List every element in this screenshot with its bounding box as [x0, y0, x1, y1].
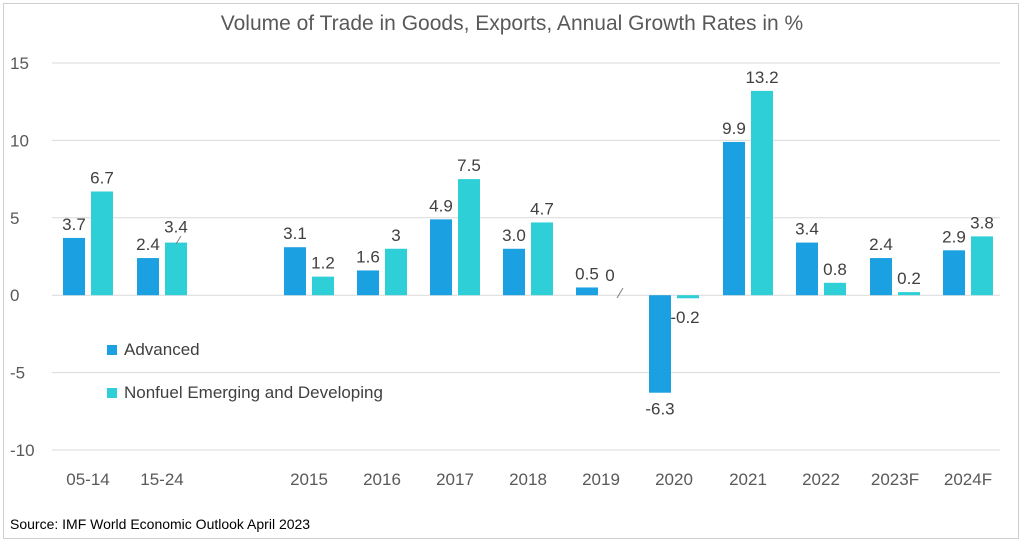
bar-emerging — [677, 295, 699, 299]
data-label: 0.2 — [897, 269, 921, 288]
x-tick-label: 2023F — [871, 470, 919, 489]
bar-advanced — [63, 237, 85, 296]
data-label: 4.7 — [530, 199, 554, 218]
data-label: 9.9 — [722, 119, 746, 138]
x-tick-label: 2015 — [290, 470, 328, 489]
data-label: 4.9 — [429, 196, 453, 215]
chart-title: Volume of Trade in Goods, Exports, Annua… — [220, 12, 804, 35]
data-label: 2.4 — [869, 235, 893, 254]
bar-advanced — [649, 295, 671, 393]
bar-advanced — [576, 287, 598, 296]
y-tick-label: -10 — [10, 441, 35, 460]
x-tick-label: 15-24 — [140, 470, 183, 489]
data-label: 0.5 — [575, 264, 599, 283]
data-label: 2.4 — [136, 235, 160, 254]
leader-line — [175, 235, 182, 245]
bar-advanced — [137, 258, 159, 296]
legend-swatch-emerging — [107, 388, 117, 398]
bar-emerging — [531, 222, 553, 296]
bar-emerging — [971, 236, 993, 296]
bar-advanced — [357, 270, 379, 296]
bar-emerging — [824, 282, 846, 296]
bar-advanced — [430, 219, 452, 296]
data-label: 3.1 — [283, 224, 307, 243]
legend-label-emerging: Nonfuel Emerging and Developing — [124, 383, 383, 402]
data-label: -6.3 — [645, 400, 674, 419]
data-label: 3.4 — [795, 220, 819, 239]
leader-line — [616, 287, 624, 299]
data-label: 13.2 — [745, 68, 778, 87]
x-tick-label: 2024F — [944, 470, 992, 489]
data-label: 3.4 — [164, 218, 188, 237]
x-tick-label: 2022 — [802, 470, 840, 489]
bar-advanced — [870, 258, 892, 296]
x-tick-label: 2017 — [436, 470, 474, 489]
data-label: 1.2 — [311, 254, 335, 273]
x-tick-label: 2019 — [582, 470, 620, 489]
bar-emerging — [898, 292, 920, 296]
legend-swatch-advanced — [107, 345, 117, 355]
data-label: 3 — [391, 226, 400, 245]
bar-emerging — [91, 191, 113, 296]
data-label: 7.5 — [457, 156, 481, 175]
data-label: 0.8 — [823, 260, 847, 279]
y-tick-label: 5 — [10, 209, 19, 228]
data-label: -0.2 — [670, 308, 699, 327]
data-label: 3.0 — [502, 226, 526, 245]
data-label: 6.7 — [90, 168, 114, 187]
y-tick-label: 15 — [10, 54, 29, 73]
bar-emerging — [458, 179, 480, 296]
bar-advanced — [943, 250, 965, 296]
y-tick-label: 0 — [10, 286, 19, 305]
y-tick-label: -5 — [10, 364, 25, 383]
bar-emerging — [751, 90, 773, 296]
y-tick-label: 10 — [10, 131, 29, 150]
bar-emerging — [312, 276, 334, 296]
data-label: 0 — [605, 266, 614, 285]
bar-advanced — [284, 247, 306, 296]
x-tick-label: 05-14 — [66, 470, 109, 489]
bar-advanced — [723, 141, 745, 296]
data-label: 1.6 — [356, 247, 380, 266]
data-label: 3.7 — [62, 215, 86, 234]
bar-advanced — [503, 248, 525, 296]
data-label: 3.8 — [970, 213, 994, 232]
x-tick-label: 2020 — [655, 470, 693, 489]
source-note: Source: IMF World Economic Outlook April… — [10, 516, 311, 532]
bar-emerging — [165, 242, 187, 296]
x-tick-label: 2016 — [363, 470, 401, 489]
bar-emerging — [385, 248, 407, 296]
legend-label-advanced: Advanced — [124, 340, 200, 359]
data-label: 2.9 — [942, 227, 966, 246]
bar-advanced — [796, 242, 818, 296]
x-tick-label: 2018 — [509, 470, 547, 489]
x-tick-label: 2021 — [729, 470, 767, 489]
